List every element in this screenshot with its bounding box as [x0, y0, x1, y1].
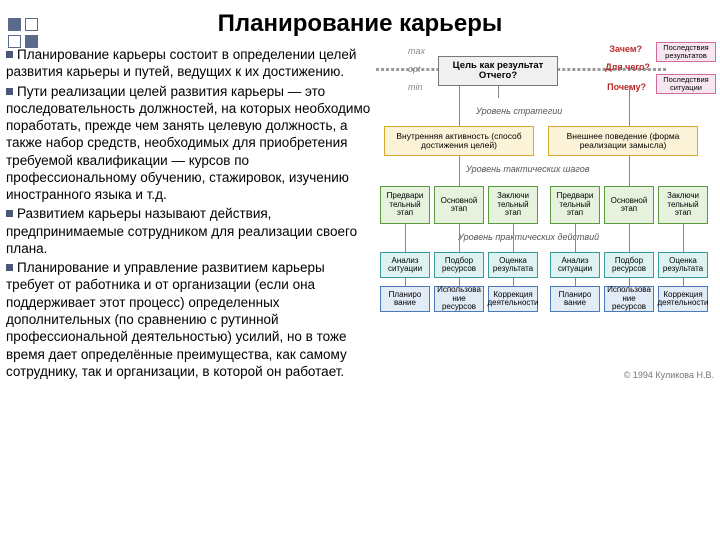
box-correction-2: Коррекция деятельности	[658, 286, 708, 312]
box-stage-final-2: Заключи тельный этап	[658, 186, 708, 224]
box-consequences-results: Последствия результатов	[656, 42, 716, 62]
bullet-list: Планирование карьеры состоит в определен…	[6, 46, 374, 382]
box-planning-2: Планиро вание	[550, 286, 600, 312]
bullet-text: Планирование карьеры состоит в определен…	[6, 47, 356, 79]
box-inner-activity: Внутренняя активность (способ достижения…	[384, 126, 534, 156]
box-analysis-2: Анализ ситуации	[550, 252, 600, 278]
bullet-icon	[6, 51, 13, 58]
content-row: Планирование карьеры состоит в определен…	[0, 46, 720, 382]
bullet-icon	[6, 264, 13, 271]
box-consequences-situation: Последствия ситуации	[656, 74, 716, 94]
corner-decoration	[8, 18, 42, 48]
box-resources-2: Подбор ресурсов	[604, 252, 654, 278]
bullet-text: Пути реализации целей развития карьеры —…	[6, 84, 370, 203]
label-opt: opt	[408, 64, 421, 74]
box-correction-1: Коррекция деятельности	[488, 286, 538, 312]
label-zachem: Зачем?	[609, 44, 642, 54]
box-assessment-2: Оценка результата	[658, 252, 708, 278]
label-tactic-level: Уровень тактических шагов	[466, 164, 589, 174]
box-outer-behavior: Внешнее поведение (форма реализации замы…	[548, 126, 698, 156]
label-min: min	[408, 82, 423, 92]
box-goal: Цель как результат Отчего?	[438, 56, 558, 86]
bullet-icon	[6, 88, 13, 95]
box-use-1: Использова ние ресурсов	[434, 286, 484, 312]
label-max: max	[408, 46, 425, 56]
bullet-icon	[6, 210, 13, 217]
bullet-item: Планирование карьеры состоит в определен…	[6, 46, 374, 81]
bullet-item: Пути реализации целей развития карьеры —…	[6, 83, 374, 204]
box-planning-1: Планиро вание	[380, 286, 430, 312]
diagram: max opt min Зачем? Для чего? Почему? Пос…	[376, 46, 718, 382]
box-stage-final-1: Заключи тельный этап	[488, 186, 538, 224]
bullet-item: Развитием карьеры называют действия, пре…	[6, 205, 374, 257]
label-dlya: Для чего?	[605, 62, 650, 72]
label-pochemu: Почему?	[607, 82, 646, 92]
bullet-item: Планирование и управление развитием карь…	[6, 259, 374, 380]
box-stage-pre-1: Предвари тельный этап	[380, 186, 430, 224]
bullet-text: Развитием карьеры называют действия, пре…	[6, 206, 357, 256]
box-stage-main-1: Основной этап	[434, 186, 484, 224]
page-title: Планирование карьеры	[0, 10, 720, 38]
bullet-text: Планирование и управление развитием карь…	[6, 260, 347, 379]
box-analysis-1: Анализ ситуации	[380, 252, 430, 278]
box-assessment-1: Оценка результата	[488, 252, 538, 278]
label-strategy-level: Уровень стратегии	[476, 106, 562, 116]
box-stage-main-2: Основной этап	[604, 186, 654, 224]
copyright: © 1994 Куликова Н.В.	[624, 370, 714, 380]
box-resources-1: Подбор ресурсов	[434, 252, 484, 278]
box-stage-pre-2: Предвари тельный этап	[550, 186, 600, 224]
box-use-2: Использова ние ресурсов	[604, 286, 654, 312]
label-practical-level: Уровень практических действий	[458, 232, 599, 242]
